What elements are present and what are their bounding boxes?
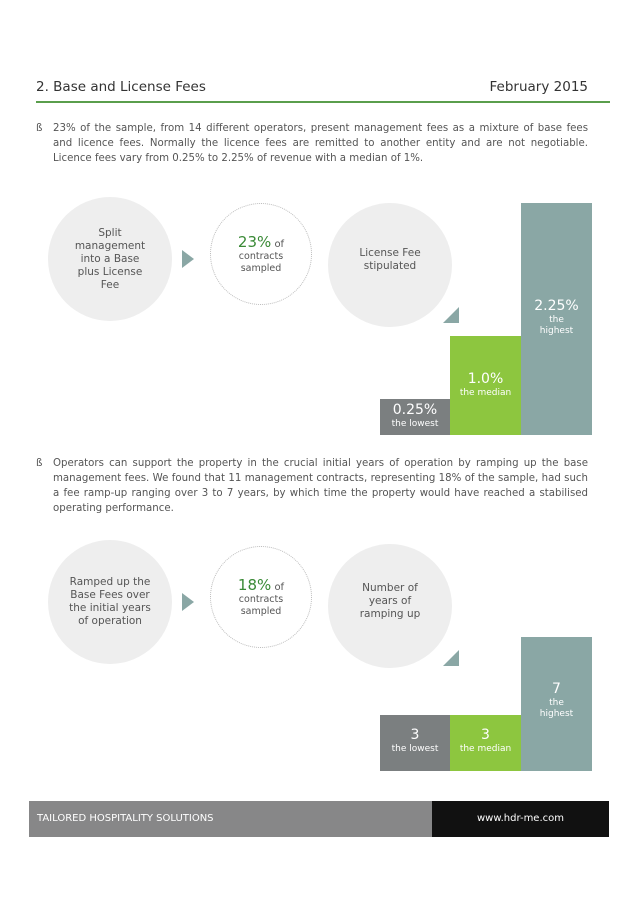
license-fee-text: License Fee stipulated — [359, 247, 421, 272]
page-header: 2. Base and License Fees February 2015 — [36, 79, 588, 99]
bar-highest-value: 7 — [552, 681, 561, 697]
percent-suffix: of — [274, 582, 285, 593]
percent-value: 18% — [237, 576, 272, 594]
percent-sub: contracts sampled — [238, 594, 284, 617]
license-fee-circle: License Fee stipulated — [328, 203, 452, 327]
years-ramping-text: Number of years of ramping up — [359, 582, 421, 620]
percent-contracts-circle: 23% of contracts sampled — [210, 203, 312, 305]
percent-contracts-circle: 18% of contracts sampled — [210, 546, 312, 648]
bar-lowest-label: the lowest — [391, 419, 439, 429]
bar-lowest-value: 0.25% — [392, 402, 438, 418]
split-management-circle: Split management into a Base plus Licens… — [48, 197, 172, 321]
percent-suffix: of — [274, 239, 285, 250]
bar-median-value: 1.0% — [467, 371, 504, 387]
triangle-corner-icon — [443, 650, 459, 666]
section2-paragraph: ß Operators can support the property in … — [36, 456, 588, 516]
bar-lowest: 0.25% the lowest — [380, 399, 450, 435]
bar-median-label: the median — [459, 388, 512, 398]
bar-lowest-label: the lowest — [391, 744, 439, 754]
bar-median-value: 3 — [481, 727, 490, 743]
section1-text: 23% of the sample, from 14 different ope… — [53, 123, 588, 164]
page-title: 2. Base and License Fees — [36, 79, 206, 95]
bullet-marker: ß — [36, 123, 43, 134]
bar-median: 3 the median — [450, 715, 521, 771]
section1-paragraph: ß 23% of the sample, from 14 different o… — [36, 121, 588, 166]
percent-sub: contracts sampled — [238, 251, 284, 274]
arrow-right-icon — [182, 593, 194, 611]
split-management-text: Split management into a Base plus Licens… — [74, 226, 146, 291]
bar-lowest: 3 the lowest — [380, 715, 450, 771]
bar-lowest-value: 3 — [410, 727, 420, 743]
percent-value: 23% — [237, 233, 272, 251]
bar-highest-label: the highest — [539, 698, 574, 719]
bar-highest: 7 the highest — [521, 637, 592, 771]
ramped-up-text: Ramped up the Base Fees over the initial… — [69, 576, 151, 627]
bar-median-label: the median — [459, 744, 512, 754]
triangle-corner-icon — [443, 307, 459, 323]
bar-highest: 2.25% the highest — [521, 203, 592, 435]
ramped-up-circle: Ramped up the Base Fees over the initial… — [48, 540, 172, 664]
footer-website-link[interactable]: www.hdr-me.com — [432, 801, 609, 837]
arrow-right-icon — [182, 250, 194, 268]
section2-text: Operators can support the property in th… — [53, 458, 588, 514]
bar-highest-label: the highest — [539, 315, 574, 336]
percent-contracts-content: 18% of contracts sampled — [231, 576, 291, 618]
bullet-marker: ß — [36, 458, 43, 469]
bar-highest-value: 2.25% — [534, 298, 579, 314]
footer-tagline: TAILORED HOSPITALITY SOLUTIONS — [29, 801, 432, 837]
header-divider — [36, 101, 610, 103]
years-ramping-circle: Number of years of ramping up — [328, 544, 452, 668]
bar-median: 1.0% the median — [450, 336, 521, 435]
page-date: February 2015 — [489, 79, 588, 95]
percent-contracts-content: 23% of contracts sampled — [231, 233, 291, 275]
